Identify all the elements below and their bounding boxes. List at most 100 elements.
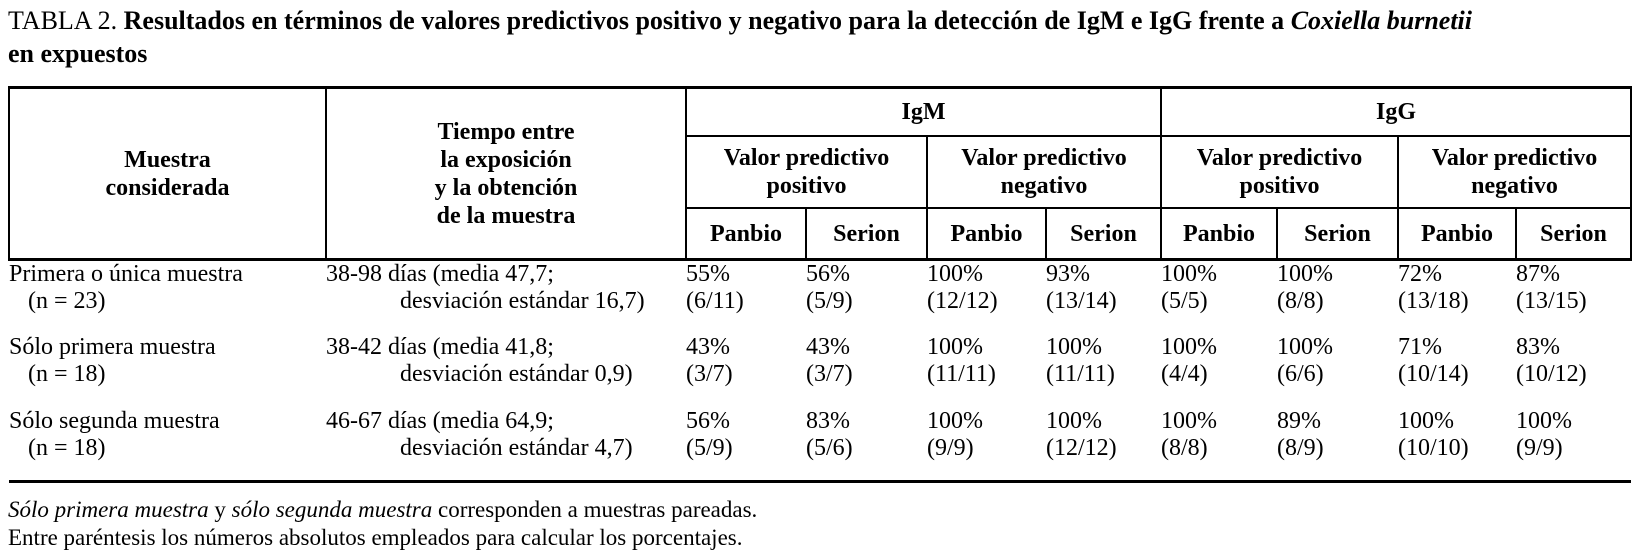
col-subgroup-igg-vpn: Valor predictivo negativo: [1398, 136, 1633, 209]
value-pct: 93%: [1046, 261, 1090, 287]
footnote-1-italic-1: Sólo primera muestra: [8, 497, 209, 522]
cell-igm-vpn-serion: 93% (13/14): [1046, 260, 1161, 334]
cell-tiempo: 46-67 días (media 64,9; desviación están…: [326, 408, 686, 482]
value-pct: 100%: [1046, 407, 1102, 434]
value-frac: (9/9): [1516, 434, 1563, 461]
col-header-igm-vpn-serion: Serion: [1046, 208, 1162, 261]
col-header-igm-vpn-panbio: Panbio: [927, 208, 1047, 261]
value-frac: (5/9): [686, 434, 733, 461]
table-title-line2: en expuestos: [8, 39, 148, 68]
tiempo-line2: desviación estándar 16,7): [400, 288, 645, 314]
table-row: Sólo segunda muestra (n = 18) 46-67 días…: [9, 408, 1631, 482]
cell-igm-vpn-serion: 100% (12/12): [1046, 408, 1161, 482]
value-pct: 43%: [806, 333, 850, 360]
value-frac: (5/5): [1161, 288, 1208, 314]
value-pct: 71%: [1398, 333, 1442, 360]
value-frac: (11/11): [927, 360, 996, 387]
tiempo-line1: 38-42 días (media 41,8;: [326, 333, 554, 360]
tiempo-line1: 38-98 días (media 47,7;: [326, 261, 554, 287]
value-pct: 56%: [686, 407, 730, 434]
cell-muestra: Sólo primera muestra (n = 18): [9, 334, 326, 408]
table-footnotes: Sólo primera muestra y sólo segunda mues…: [8, 496, 1633, 552]
table-row: Primera o única muestra (n = 23) 38-98 d…: [9, 260, 1631, 334]
cell-igg-vpp-serion: 100% (6/6): [1277, 334, 1398, 408]
col-header-igm-vpp-serion: Serion: [806, 208, 928, 261]
col-group-igm: IgM: [686, 87, 1162, 137]
col-subgroup-igg-vpp: Valor predictivo positivo: [1161, 136, 1399, 209]
value-frac: (13/18): [1398, 288, 1469, 314]
cell-igm-vpp-serion: 56% (5/9): [806, 260, 927, 334]
value-frac: (9/9): [927, 434, 974, 461]
cell-tiempo: 38-42 días (media 41,8; desviación están…: [326, 334, 686, 408]
cell-igg-vpp-panbio: 100% (8/8): [1161, 408, 1277, 482]
cell-igg-vpn-serion: 83% (10/12): [1516, 334, 1631, 408]
cell-igm-vpp-serion: 83% (5/6): [806, 408, 927, 482]
col-header-igg-vpp-panbio: Panbio: [1161, 208, 1278, 261]
value-frac: (12/12): [927, 288, 998, 314]
value-pct: 100%: [927, 333, 983, 360]
table-row: Sólo primera muestra (n = 18) 38-42 días…: [9, 334, 1631, 408]
cell-igm-vpn-panbio: 100% (12/12): [927, 260, 1046, 334]
cell-igm-vpn-serion: 100% (11/11): [1046, 334, 1161, 408]
col-header-muestra: Muestra considerada: [8, 87, 327, 261]
cell-muestra: Primera o única muestra (n = 23): [9, 260, 326, 334]
value-frac: (10/12): [1516, 360, 1587, 387]
value-frac: (5/9): [806, 288, 853, 314]
footnote-1-italic-2: sólo segunda muestra: [231, 497, 433, 522]
muestra-name: Primera o única muestra: [9, 261, 243, 287]
value-pct: 83%: [1516, 333, 1560, 360]
value-pct: 100%: [1398, 407, 1454, 434]
value-pct: 100%: [1516, 407, 1572, 434]
value-frac: (6/11): [686, 288, 744, 314]
value-pct: 100%: [1046, 333, 1102, 360]
footnote-1: Sólo primera muestra y sólo segunda mues…: [8, 496, 1633, 524]
value-frac: (3/7): [686, 360, 733, 387]
col-header-igg-vpp-serion: Serion: [1277, 208, 1399, 261]
col-group-igg: IgG: [1161, 87, 1633, 137]
muestra-n: (n = 18): [28, 434, 106, 461]
cell-igg-vpp-serion: 100% (8/8): [1277, 260, 1398, 334]
value-pct: 100%: [927, 407, 983, 434]
cell-igm-vpn-panbio: 100% (11/11): [927, 334, 1046, 408]
value-frac: (13/15): [1516, 288, 1587, 314]
value-frac: (8/8): [1161, 434, 1208, 461]
muestra-n: (n = 18): [28, 360, 106, 387]
table-title-main: Resultados en términos de valores predic…: [123, 6, 1291, 35]
cell-tiempo: 38-98 días (media 47,7; desviación están…: [326, 260, 686, 334]
value-pct: 100%: [1161, 407, 1217, 434]
tiempo-line2: desviación estándar 0,9): [400, 360, 633, 387]
value-frac: (6/6): [1277, 360, 1324, 387]
value-pct: 87%: [1516, 261, 1560, 287]
cell-igg-vpp-panbio: 100% (5/5): [1161, 260, 1277, 334]
cell-igg-vpn-serion: 100% (9/9): [1516, 408, 1631, 482]
cell-igm-vpp-serion: 43% (3/7): [806, 334, 927, 408]
cell-igg-vpn-panbio: 71% (10/14): [1398, 334, 1516, 408]
value-pct: 100%: [1277, 333, 1333, 360]
footnote-1-text-1: y: [208, 497, 232, 522]
cell-igg-vpn-serion: 87% (13/15): [1516, 260, 1631, 334]
cell-igg-vpp-panbio: 100% (4/4): [1161, 334, 1277, 408]
muestra-n: (n = 23): [28, 288, 106, 314]
value-pct: 56%: [806, 261, 850, 287]
value-frac: (12/12): [1046, 434, 1117, 461]
value-pct: 100%: [1277, 261, 1333, 287]
value-pct: 89%: [1277, 407, 1321, 434]
value-frac: (11/11): [1046, 360, 1115, 387]
cell-igg-vpp-serion: 89% (8/9): [1277, 408, 1398, 482]
cell-igm-vpn-panbio: 100% (9/9): [927, 408, 1046, 482]
table-number-label: TABLA 2.: [8, 6, 124, 35]
value-pct: 72%: [1398, 261, 1442, 287]
value-frac: (13/14): [1046, 288, 1117, 314]
table-title: TABLA 2. Resultados en términos de valor…: [8, 4, 1633, 70]
value-frac: (4/4): [1161, 360, 1208, 387]
cell-igm-vpp-panbio: 56% (5/9): [686, 408, 806, 482]
cell-igm-vpp-panbio: 43% (3/7): [686, 334, 806, 408]
cell-igg-vpn-panbio: 100% (10/10): [1398, 408, 1516, 482]
value-pct: 43%: [686, 333, 730, 360]
col-header-igg-vpn-serion: Serion: [1516, 208, 1633, 261]
tiempo-line1: 46-67 días (media 64,9;: [326, 407, 554, 434]
value-pct: 100%: [927, 261, 983, 287]
value-frac: (5/6): [806, 434, 853, 461]
col-subgroup-igm-vpn: Valor predictivo negativo: [927, 136, 1162, 209]
